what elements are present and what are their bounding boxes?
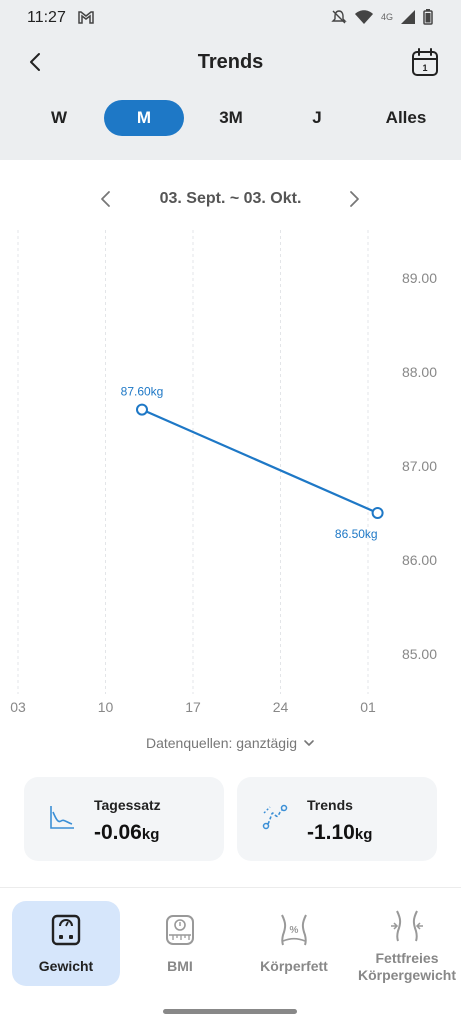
nav-bmi[interactable]: BMI — [126, 901, 234, 986]
tab-year[interactable]: J — [312, 108, 322, 127]
tab-month[interactable]: M — [104, 100, 184, 136]
nav-weight[interactable]: Gewicht — [12, 901, 120, 986]
page-title: Trends — [197, 51, 264, 73]
daily-rate-chart-icon — [50, 806, 74, 829]
status-bar: 11:27 4G — [0, 0, 461, 36]
date-range-label: 03. Sept. ~ 03. Okt. — [159, 190, 302, 207]
trend-curve-icon — [262, 804, 288, 830]
mute-icon — [331, 10, 347, 24]
tab-all[interactable]: Alles — [385, 108, 427, 127]
tab-week[interactable]: W — [50, 108, 68, 127]
scale-icon — [51, 914, 81, 946]
y-tick-label: 88.00 — [402, 364, 437, 380]
card-title: Tagessatz — [94, 797, 161, 813]
nav-label: BMI — [167, 958, 193, 974]
trends-card[interactable]: Trends -1.10kg — [237, 777, 437, 861]
nav-label: Körperfett — [260, 958, 328, 974]
tab-3-months[interactable]: 3M — [219, 108, 243, 127]
wifi-icon — [354, 10, 373, 24]
data-label: 86.50kg — [335, 527, 378, 541]
x-tick-label: 17 — [185, 699, 201, 715]
card-title: Trends — [307, 797, 353, 813]
data-source-selector[interactable]: Datenquellen: ganztägig — [0, 735, 461, 751]
date-navigator: 03. Sept. ~ 03. Okt. — [0, 186, 461, 212]
card-value: -0.06kg — [94, 821, 160, 844]
nav-lean-body-mass[interactable]: Fettfreies Körpergewicht — [354, 901, 460, 986]
main-content: 03. Sept. ~ 03. Okt. 03 10 17 24 01 89.00 88.0… — [0, 160, 461, 887]
chevron-down-icon — [304, 740, 314, 746]
x-tick-label: 10 — [98, 699, 114, 715]
back-arrow-icon[interactable] — [24, 50, 48, 74]
y-tick-label: 86.00 — [402, 552, 437, 568]
data-label: 87.60kg — [121, 385, 164, 399]
previous-period-chevron-icon[interactable] — [96, 189, 116, 209]
x-tick-label: 03 — [10, 699, 26, 715]
y-tick-label: 85.00 — [402, 646, 437, 662]
y-tick-label: 89.00 — [402, 270, 437, 286]
nav-label: Gewicht — [38, 958, 94, 974]
status-icons: 4G — [331, 9, 433, 25]
period-tabs: W M 3M J Alles — [14, 100, 449, 138]
weight-trend-chart[interactable]: 03 10 17 24 01 89.00 88.00 87.00 86.00 85.00 87.60… — [0, 230, 461, 730]
cellular-signal-icon — [401, 10, 415, 24]
daily-rate-card[interactable]: Tagessatz -0.06kg — [24, 777, 224, 861]
x-tick-label: 01 — [360, 699, 376, 715]
gmail-notification-icon — [78, 11, 94, 24]
series-line — [141, 408, 379, 515]
y-tick-label: 87.00 — [402, 458, 437, 474]
data-point — [136, 403, 148, 416]
svg-text:%: % — [290, 925, 299, 936]
bmi-scale-icon — [166, 915, 194, 945]
home-indicator[interactable] — [163, 1009, 297, 1014]
x-tick-label: 24 — [273, 699, 289, 715]
status-time: 11:27 — [27, 9, 66, 26]
card-value: -1.10kg — [307, 821, 373, 844]
calendar-icon[interactable]: 1 — [411, 47, 439, 77]
bottom-navigation: Gewicht BMI % Körperfett — [0, 887, 461, 1024]
nav-body-fat[interactable]: % Körperfett — [240, 901, 348, 986]
svg-text:1: 1 — [422, 63, 427, 73]
battery-icon — [423, 9, 433, 25]
app-header: Trends 1 W M 3M J Alles — [0, 36, 461, 160]
nav-label: Fettfreies Körpergewicht — [357, 950, 456, 983]
body-fat-icon: % — [281, 914, 307, 946]
lean-mass-icon — [391, 910, 423, 942]
data-point — [371, 507, 384, 519]
next-period-chevron-icon[interactable] — [344, 189, 364, 209]
network-type: 4G — [380, 12, 393, 22]
data-source-label: Datenquellen: ganztägig — [145, 735, 297, 751]
